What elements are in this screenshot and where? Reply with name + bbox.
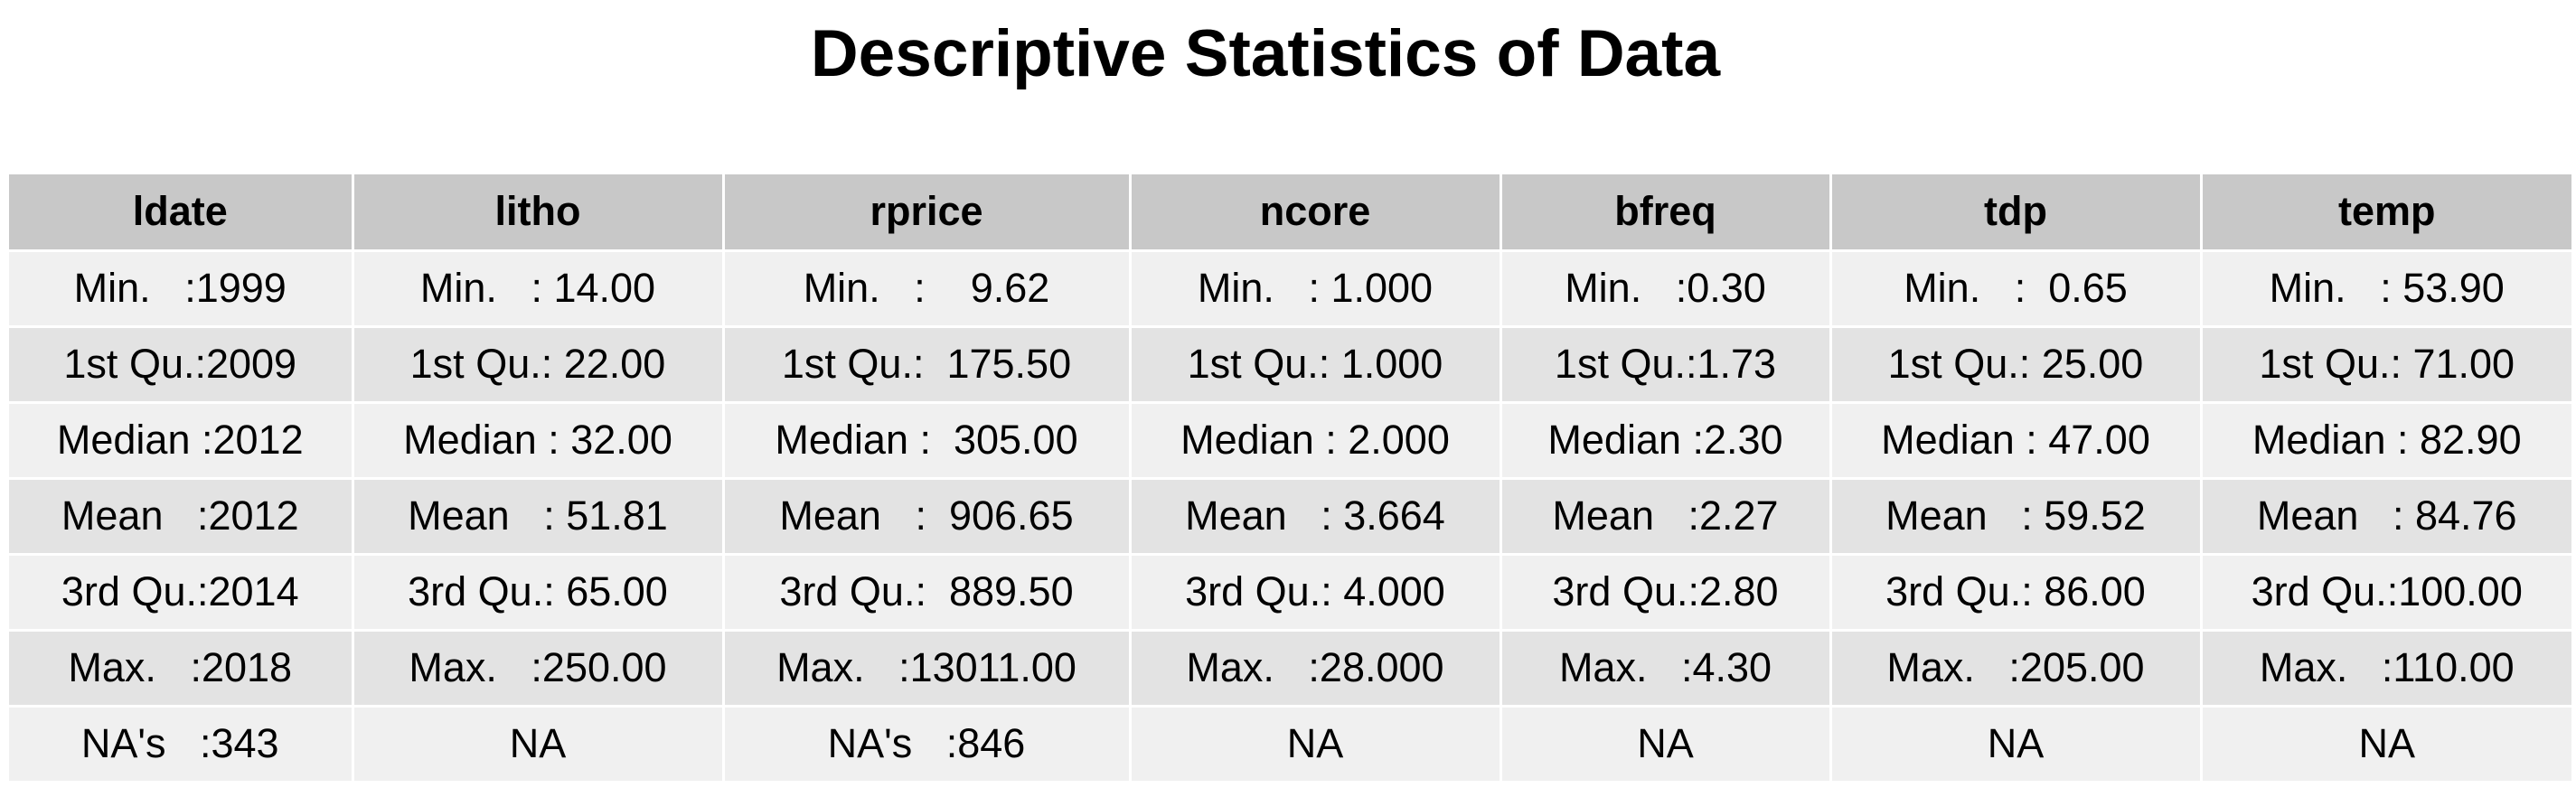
column-header-ldate: ldate — [9, 174, 354, 252]
table-cell: 1st Qu.:2009 — [9, 326, 354, 404]
column-header-litho: litho — [353, 174, 725, 252]
table-row-max: Max. :2018 Max. :250.00 Max. :13011.00 M… — [9, 630, 2571, 708]
table-cell: Max. :110.00 — [2201, 630, 2571, 708]
table-row-mean: Mean :2012 Mean : 51.81 Mean : 906.65 Me… — [9, 478, 2571, 556]
table-cell: Median : 305.00 — [723, 402, 1132, 480]
table-cell: 1st Qu.: 175.50 — [723, 326, 1132, 404]
table-cell: Min. : 9.62 — [723, 250, 1132, 328]
table-cell: Median : 2.000 — [1130, 402, 1502, 480]
table-cell: Median :2.30 — [1500, 402, 1832, 480]
column-header-temp: temp — [2201, 174, 2571, 252]
descriptive-statistics-table: ldate litho rprice ncore bfreq tdp temp … — [9, 174, 2571, 783]
table-cell: Min. :1999 — [9, 250, 354, 328]
table-cell: NA's :846 — [723, 706, 1132, 783]
table-cell: Min. : 0.65 — [1830, 250, 2203, 328]
table-cell: NA — [1130, 706, 1502, 783]
table-cell: Median : 32.00 — [353, 402, 725, 480]
table-cell: 1st Qu.: 1.000 — [1130, 326, 1502, 404]
table-cell: 3rd Qu.: 889.50 — [723, 554, 1132, 632]
column-header-tdp: tdp — [1830, 174, 2203, 252]
table-cell: Min. : 53.90 — [2201, 250, 2571, 328]
table-cell: 1st Qu.:1.73 — [1500, 326, 1832, 404]
table-cell: Max. :250.00 — [353, 630, 725, 708]
table-row-1st-quartile: 1st Qu.:2009 1st Qu.: 22.00 1st Qu.: 175… — [9, 326, 2571, 404]
table-cell: Mean : 59.52 — [1830, 478, 2203, 556]
header-row: ldate litho rprice ncore bfreq tdp temp — [9, 174, 2571, 252]
table-cell: NA — [2201, 706, 2571, 783]
chart-title: Descriptive Statistics of Data — [810, 17, 1721, 90]
table-cell: Min. : 1.000 — [1130, 250, 1502, 328]
table-cell: 3rd Qu.:2014 — [9, 554, 354, 632]
table-cell: Median :2012 — [9, 402, 354, 480]
table-cell: NA's :343 — [9, 706, 354, 783]
table-row-min: Min. :1999 Min. : 14.00 Min. : 9.62 Min.… — [9, 250, 2571, 328]
column-header-bfreq: bfreq — [1500, 174, 1832, 252]
column-header-ncore: ncore — [1130, 174, 1502, 252]
table-cell: Median : 47.00 — [1830, 402, 2203, 480]
table-cell: NA — [1500, 706, 1832, 783]
table-cell: Max. :13011.00 — [723, 630, 1132, 708]
table-cell: NA — [1830, 706, 2203, 783]
table-cell: 1st Qu.: 25.00 — [1830, 326, 2203, 404]
table-row-na: NA's :343 NA NA's :846 NA NA NA NA — [9, 706, 2571, 783]
table-cell: Max. :205.00 — [1830, 630, 2203, 708]
table-cell: Max. :2018 — [9, 630, 354, 708]
table-cell: 3rd Qu.:2.80 — [1500, 554, 1832, 632]
table-cell: 1st Qu.: 71.00 — [2201, 326, 2571, 404]
table-cell: Mean : 51.81 — [353, 478, 725, 556]
table-cell: 3rd Qu.: 65.00 — [353, 554, 725, 632]
column-header-rprice: rprice — [723, 174, 1132, 252]
table-cell: Max. :28.000 — [1130, 630, 1502, 708]
table-cell: Min. : 14.00 — [353, 250, 725, 328]
table-cell: 3rd Qu.: 4.000 — [1130, 554, 1502, 632]
table-cell: Mean : 906.65 — [723, 478, 1132, 556]
table-cell: Mean : 84.76 — [2201, 478, 2571, 556]
table-row-3rd-quartile: 3rd Qu.:2014 3rd Qu.: 65.00 3rd Qu.: 889… — [9, 554, 2571, 632]
table-cell: Mean :2012 — [9, 478, 354, 556]
table-cell: 3rd Qu.: 86.00 — [1830, 554, 2203, 632]
table-cell: Min. :0.30 — [1500, 250, 1832, 328]
table-cell: 1st Qu.: 22.00 — [353, 326, 725, 404]
table-cell: NA — [353, 706, 725, 783]
table-cell: Max. :4.30 — [1500, 630, 1832, 708]
table-cell: Mean :2.27 — [1500, 478, 1832, 556]
table-cell: Median : 82.90 — [2201, 402, 2571, 480]
table-row-median: Median :2012 Median : 32.00 Median : 305… — [9, 402, 2571, 480]
table-cell: 3rd Qu.:100.00 — [2201, 554, 2571, 632]
table-cell: Mean : 3.664 — [1130, 478, 1502, 556]
